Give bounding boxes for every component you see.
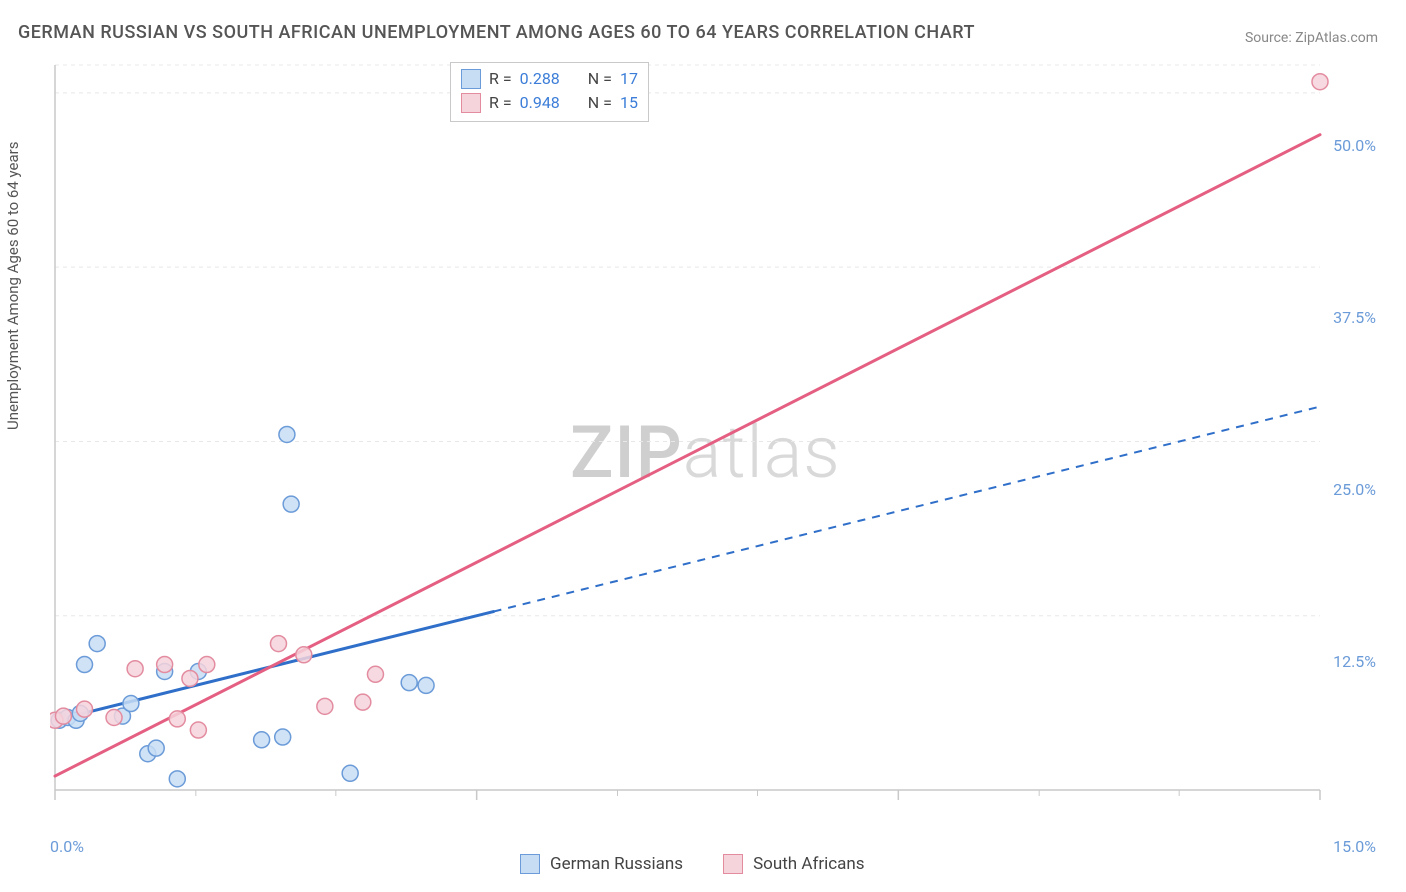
chart-plot-area <box>50 60 1370 820</box>
y-tick-label: 37.5% <box>1333 308 1376 327</box>
r-label: R = <box>489 67 512 91</box>
swatch-icon <box>520 854 540 874</box>
y-tick-label: 50.0% <box>1333 136 1376 155</box>
legend-item-south-africans: South Africans <box>723 854 865 874</box>
n-label: N = <box>588 67 612 91</box>
swatch-icon <box>461 93 481 113</box>
source-attribution: Source: ZipAtlas.com <box>1245 30 1378 46</box>
legend-label: South Africans <box>753 854 865 874</box>
legend-correlation: R = 0.288 N = 17 R = 0.948 N = 15 <box>450 62 649 122</box>
n-value: 15 <box>620 91 638 115</box>
n-label: N = <box>588 91 612 115</box>
legend-series: German Russians South Africans <box>520 854 865 874</box>
legend-row-german-russians: R = 0.288 N = 17 <box>461 67 638 91</box>
y-tick-label: 12.5% <box>1333 652 1376 671</box>
x-tick-label: 0.0% <box>50 837 84 856</box>
n-value: 17 <box>620 67 638 91</box>
legend-row-south-africans: R = 0.948 N = 15 <box>461 91 638 115</box>
r-label: R = <box>489 91 512 115</box>
y-tick-label: 25.0% <box>1333 480 1376 499</box>
y-axis-label: Unemployment Among Ages 60 to 64 years <box>4 142 22 430</box>
chart-svg <box>50 60 1370 820</box>
legend-label: German Russians <box>550 854 683 874</box>
x-tick-label: 15.0% <box>1333 837 1376 856</box>
chart-title: GERMAN RUSSIAN VS SOUTH AFRICAN UNEMPLOY… <box>18 22 975 43</box>
r-value: 0.288 <box>520 67 560 91</box>
r-value: 0.948 <box>520 91 560 115</box>
swatch-icon <box>461 69 481 89</box>
swatch-icon <box>723 854 743 874</box>
legend-item-german-russians: German Russians <box>520 854 683 874</box>
